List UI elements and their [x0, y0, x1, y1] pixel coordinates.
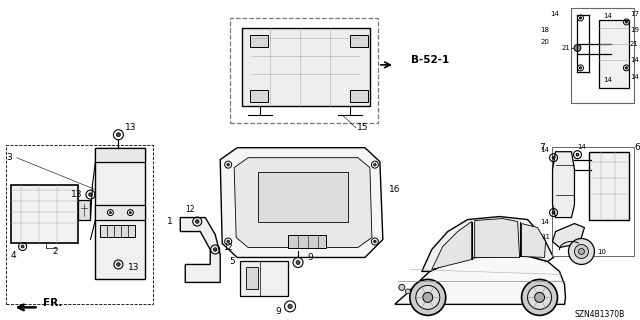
Circle shape — [116, 133, 120, 137]
Circle shape — [416, 285, 440, 309]
Text: 5: 5 — [229, 257, 235, 266]
Text: 12: 12 — [223, 243, 233, 252]
Circle shape — [579, 17, 582, 19]
Text: 21: 21 — [630, 41, 639, 47]
Polygon shape — [95, 204, 145, 220]
Text: 13: 13 — [71, 190, 83, 199]
Bar — [246, 268, 258, 289]
Circle shape — [410, 279, 445, 315]
Circle shape — [552, 156, 555, 159]
Polygon shape — [475, 219, 520, 258]
Circle shape — [374, 164, 376, 166]
Circle shape — [116, 263, 120, 266]
Bar — [240, 261, 288, 296]
Text: 4: 4 — [11, 251, 17, 260]
Circle shape — [296, 260, 300, 264]
Circle shape — [625, 21, 628, 23]
Text: 19: 19 — [630, 27, 639, 33]
Polygon shape — [432, 221, 472, 269]
Polygon shape — [234, 158, 372, 247]
Bar — [11, 185, 79, 243]
Circle shape — [374, 240, 376, 243]
Circle shape — [575, 244, 588, 259]
Text: SZN4B1370B: SZN4B1370B — [574, 310, 625, 319]
Text: 12: 12 — [186, 205, 195, 214]
Circle shape — [574, 44, 581, 52]
Bar — [100, 225, 136, 236]
Circle shape — [423, 292, 433, 302]
Bar — [6, 145, 154, 304]
Text: 14: 14 — [630, 57, 639, 63]
Circle shape — [399, 284, 405, 291]
Text: 7: 7 — [540, 143, 545, 152]
Circle shape — [21, 245, 24, 248]
Text: 14: 14 — [550, 11, 559, 17]
Text: 11: 11 — [541, 234, 550, 239]
Text: 20: 20 — [540, 39, 549, 45]
Circle shape — [227, 164, 230, 166]
Text: FR.: FR. — [43, 298, 62, 308]
Polygon shape — [180, 218, 220, 283]
Text: 18: 18 — [540, 27, 549, 33]
Text: 14: 14 — [540, 147, 549, 153]
Bar — [230, 18, 378, 123]
Circle shape — [552, 211, 555, 214]
Polygon shape — [95, 148, 145, 162]
Circle shape — [625, 67, 628, 69]
Circle shape — [527, 285, 552, 309]
Bar — [288, 235, 326, 249]
Circle shape — [579, 67, 582, 69]
Text: 6: 6 — [634, 143, 640, 152]
Text: 14: 14 — [540, 219, 549, 225]
Circle shape — [213, 248, 217, 251]
Circle shape — [129, 212, 131, 213]
Polygon shape — [395, 255, 566, 304]
Circle shape — [579, 249, 584, 254]
Polygon shape — [95, 148, 145, 279]
Bar — [572, 8, 634, 103]
Text: 9: 9 — [307, 253, 313, 262]
Bar — [600, 20, 629, 88]
Polygon shape — [552, 152, 575, 218]
Circle shape — [89, 193, 92, 196]
Bar — [258, 172, 348, 221]
Text: 13: 13 — [127, 263, 139, 272]
Bar — [242, 28, 370, 106]
Circle shape — [288, 304, 292, 308]
Text: 21: 21 — [561, 45, 570, 51]
Circle shape — [576, 153, 579, 156]
Circle shape — [568, 238, 595, 264]
Text: 14: 14 — [630, 74, 639, 80]
Text: 13: 13 — [125, 123, 136, 132]
Text: 3: 3 — [7, 153, 13, 162]
Polygon shape — [220, 148, 383, 258]
Text: 15: 15 — [357, 123, 369, 132]
Text: 10: 10 — [597, 250, 606, 255]
Circle shape — [195, 220, 199, 223]
Bar — [350, 35, 368, 47]
Text: 16: 16 — [389, 185, 401, 194]
Bar — [552, 147, 634, 256]
Text: 14: 14 — [577, 144, 586, 150]
Text: 14: 14 — [603, 13, 612, 19]
Circle shape — [109, 212, 111, 213]
Text: 17: 17 — [630, 11, 639, 17]
Bar — [589, 152, 629, 220]
Polygon shape — [522, 224, 545, 258]
Text: 9: 9 — [275, 307, 281, 316]
Bar — [350, 90, 368, 102]
Bar — [250, 90, 268, 102]
Bar — [250, 35, 268, 47]
Circle shape — [405, 289, 410, 294]
Polygon shape — [422, 217, 554, 271]
Text: 14: 14 — [603, 77, 612, 83]
Circle shape — [227, 240, 230, 243]
Text: B-52-1: B-52-1 — [411, 55, 449, 65]
Circle shape — [534, 292, 545, 302]
Bar — [79, 200, 90, 220]
Text: 2: 2 — [52, 247, 58, 256]
Text: 1: 1 — [168, 217, 173, 226]
Circle shape — [522, 279, 557, 315]
Polygon shape — [552, 224, 584, 247]
